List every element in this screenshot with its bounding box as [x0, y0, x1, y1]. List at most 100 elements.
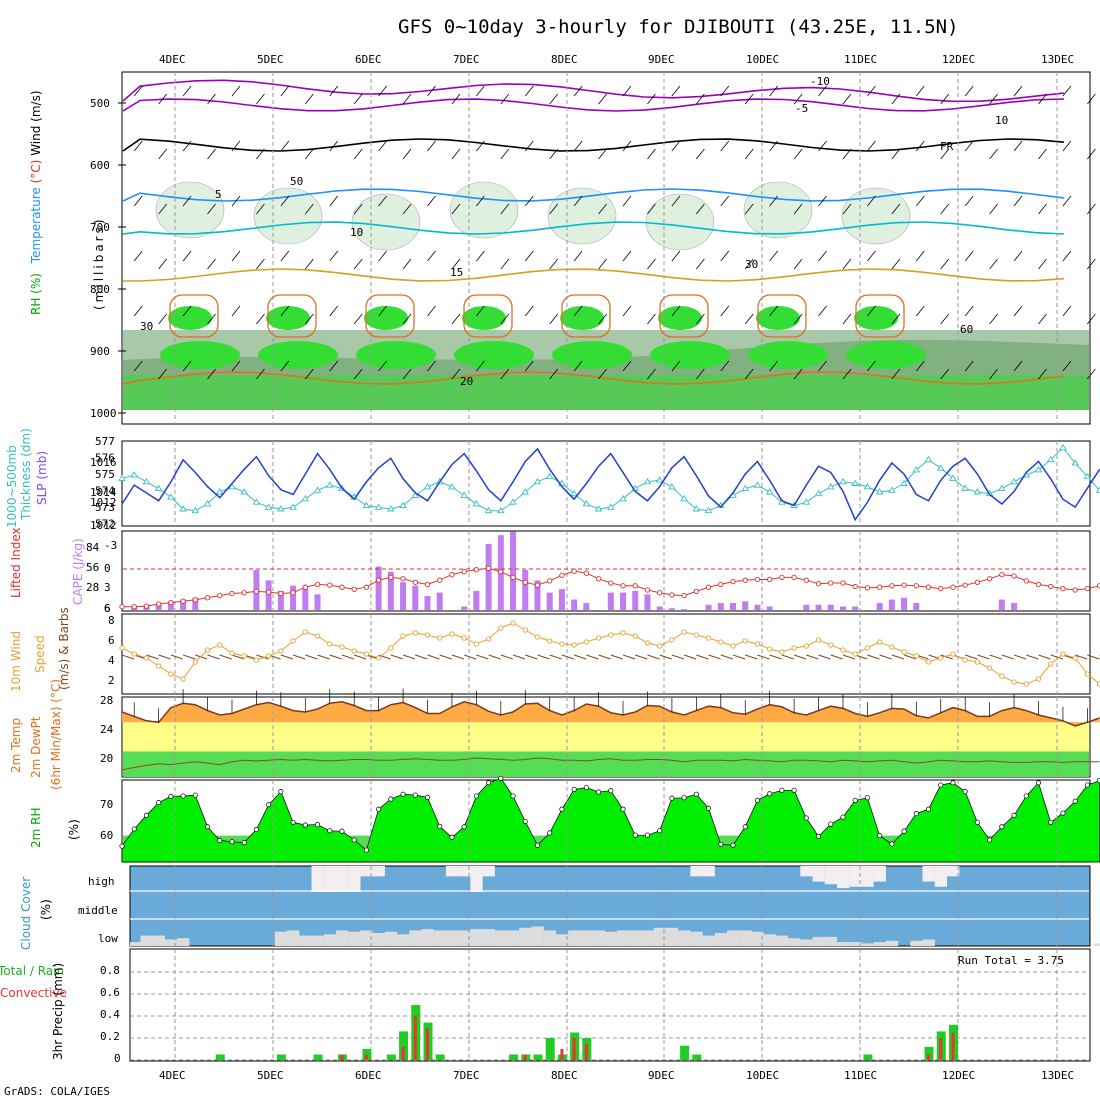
- rh-point: [742, 824, 748, 830]
- cape-bar: [192, 597, 199, 610]
- surface-wind-barb: [1026, 654, 1039, 660]
- lifted-index-line-point: [437, 577, 443, 583]
- upper-wind-barb: [1087, 203, 1096, 215]
- upper-wind-barb: [696, 148, 705, 160]
- slp-tick-label: 1012: [90, 519, 117, 532]
- upper-wind-barb: [158, 148, 167, 160]
- isotherm-loop: [659, 294, 709, 338]
- upper-ylabel-temperature: Temperature: [29, 187, 43, 264]
- thickness-line-point: [277, 505, 285, 512]
- cloud-low-bar: [519, 927, 532, 946]
- bottom-day-label: 5DEC: [257, 1069, 284, 1082]
- lifted-index-line-point: [742, 577, 748, 583]
- upper-wind-barb: [964, 250, 974, 262]
- rh-point: [156, 800, 162, 806]
- cloud-low-bar: [751, 931, 764, 946]
- cloud-high-bar: [836, 866, 850, 889]
- cape-bar: [546, 592, 553, 610]
- lifted-index-line-point: [339, 584, 345, 590]
- upper-wind-barb: [573, 195, 583, 207]
- wind-speed-line-point: [168, 671, 174, 677]
- thickness-line-point: [179, 505, 187, 512]
- wind-speed-line-point: [314, 633, 321, 639]
- precip-conv-bar: [413, 1016, 417, 1060]
- isotherm-loop: [463, 294, 513, 338]
- surface-wind-barb: [182, 654, 196, 660]
- rh-point: [437, 823, 443, 829]
- rh-point: [131, 826, 137, 832]
- surface-wind-barb: [659, 654, 672, 660]
- lifted-index-line-point: [180, 598, 186, 604]
- cloud-low-bar: [360, 930, 373, 946]
- temp-ylabel-1: 2m Temp: [9, 718, 23, 773]
- cloud-low-bar: [397, 934, 410, 946]
- rh-point: [449, 834, 455, 840]
- cape-bar: [571, 599, 578, 610]
- wind-speed-line-point: [1035, 676, 1042, 682]
- wind-speed-line-point: [901, 649, 907, 655]
- thickness-line-point: [655, 476, 664, 483]
- cape-bar: [558, 589, 565, 610]
- lifted-index-line-point: [950, 584, 956, 590]
- thickness-line-point: [1059, 443, 1067, 451]
- top-day-label: 9DEC: [648, 53, 675, 66]
- thickness-line-point: [704, 506, 713, 514]
- rh-point: [779, 787, 785, 793]
- slp-line: [121, 447, 1100, 522]
- wind-speed-line-point: [424, 632, 431, 638]
- cloud-low-bar: [568, 930, 581, 946]
- upper-wind-barb: [818, 195, 827, 207]
- rh-green-blob: [364, 306, 408, 330]
- cloud-high-bar: [922, 866, 935, 882]
- cape-bar: [803, 604, 810, 610]
- lifted-index-line-point: [375, 577, 382, 583]
- upper-wind-barb: [720, 85, 730, 97]
- rh-point: [253, 826, 259, 832]
- precip-tick-label: 0.8: [100, 964, 120, 977]
- cape-bar: [827, 604, 834, 610]
- rh-point: [486, 780, 492, 786]
- cape-tick-label: 56: [86, 561, 99, 574]
- grads-credit: GrADS: COLA/IGES: [4, 1085, 110, 1098]
- cloud-low-bar: [641, 930, 654, 946]
- isotherm-loop: [169, 294, 219, 338]
- surface-wind-barb: [476, 654, 489, 660]
- upper-wind-barb: [842, 258, 852, 270]
- wind-speed-line-point: [339, 644, 345, 650]
- cloud-low-bar: [421, 929, 434, 946]
- lifted-index-line-point: [265, 589, 272, 595]
- cape-ylabel-li: Lifted Index: [9, 527, 23, 598]
- cloud-high-bar: [335, 866, 349, 892]
- cape-bar: [754, 604, 761, 610]
- lifted-index-line-point: [840, 580, 846, 586]
- upper-wind-barb: [500, 148, 510, 160]
- rh-point: [510, 793, 516, 799]
- upper-wind-barb: [280, 250, 290, 262]
- li-tick-label: 6: [104, 602, 111, 615]
- surface-wind-barb: [317, 654, 330, 660]
- rh-green-blob: [854, 306, 898, 330]
- li-tick-label: 3: [104, 581, 111, 594]
- upper-wind-barb: [598, 258, 607, 270]
- precip-total-bar: [313, 1054, 323, 1060]
- upper-wind-barb: [647, 203, 656, 215]
- cloud-high-bar: [323, 866, 337, 892]
- precip-total-bar: [509, 1054, 519, 1060]
- upper-wind-barb: [842, 313, 852, 325]
- lifted-index-line-point: [608, 580, 614, 586]
- upper-wind-barb: [671, 195, 681, 207]
- rh-point: [119, 843, 125, 849]
- rh-green-blob: [258, 341, 338, 369]
- lifted-index-line-point: [498, 569, 504, 575]
- cloud-high-bar: [812, 866, 825, 882]
- lifted-index-line-point: [754, 576, 761, 583]
- upper-wind-barb: [378, 250, 387, 262]
- upper-wind-barb: [549, 313, 559, 325]
- isotherm-10: [122, 221, 1065, 235]
- isotherm-label: 20: [460, 375, 473, 388]
- upper-wind-barb: [524, 250, 534, 262]
- upper-wind-barb: [573, 85, 583, 97]
- surface-wind-barb: [732, 654, 746, 660]
- rh-green-blob: [266, 306, 310, 330]
- thickness-line-point: [423, 483, 432, 490]
